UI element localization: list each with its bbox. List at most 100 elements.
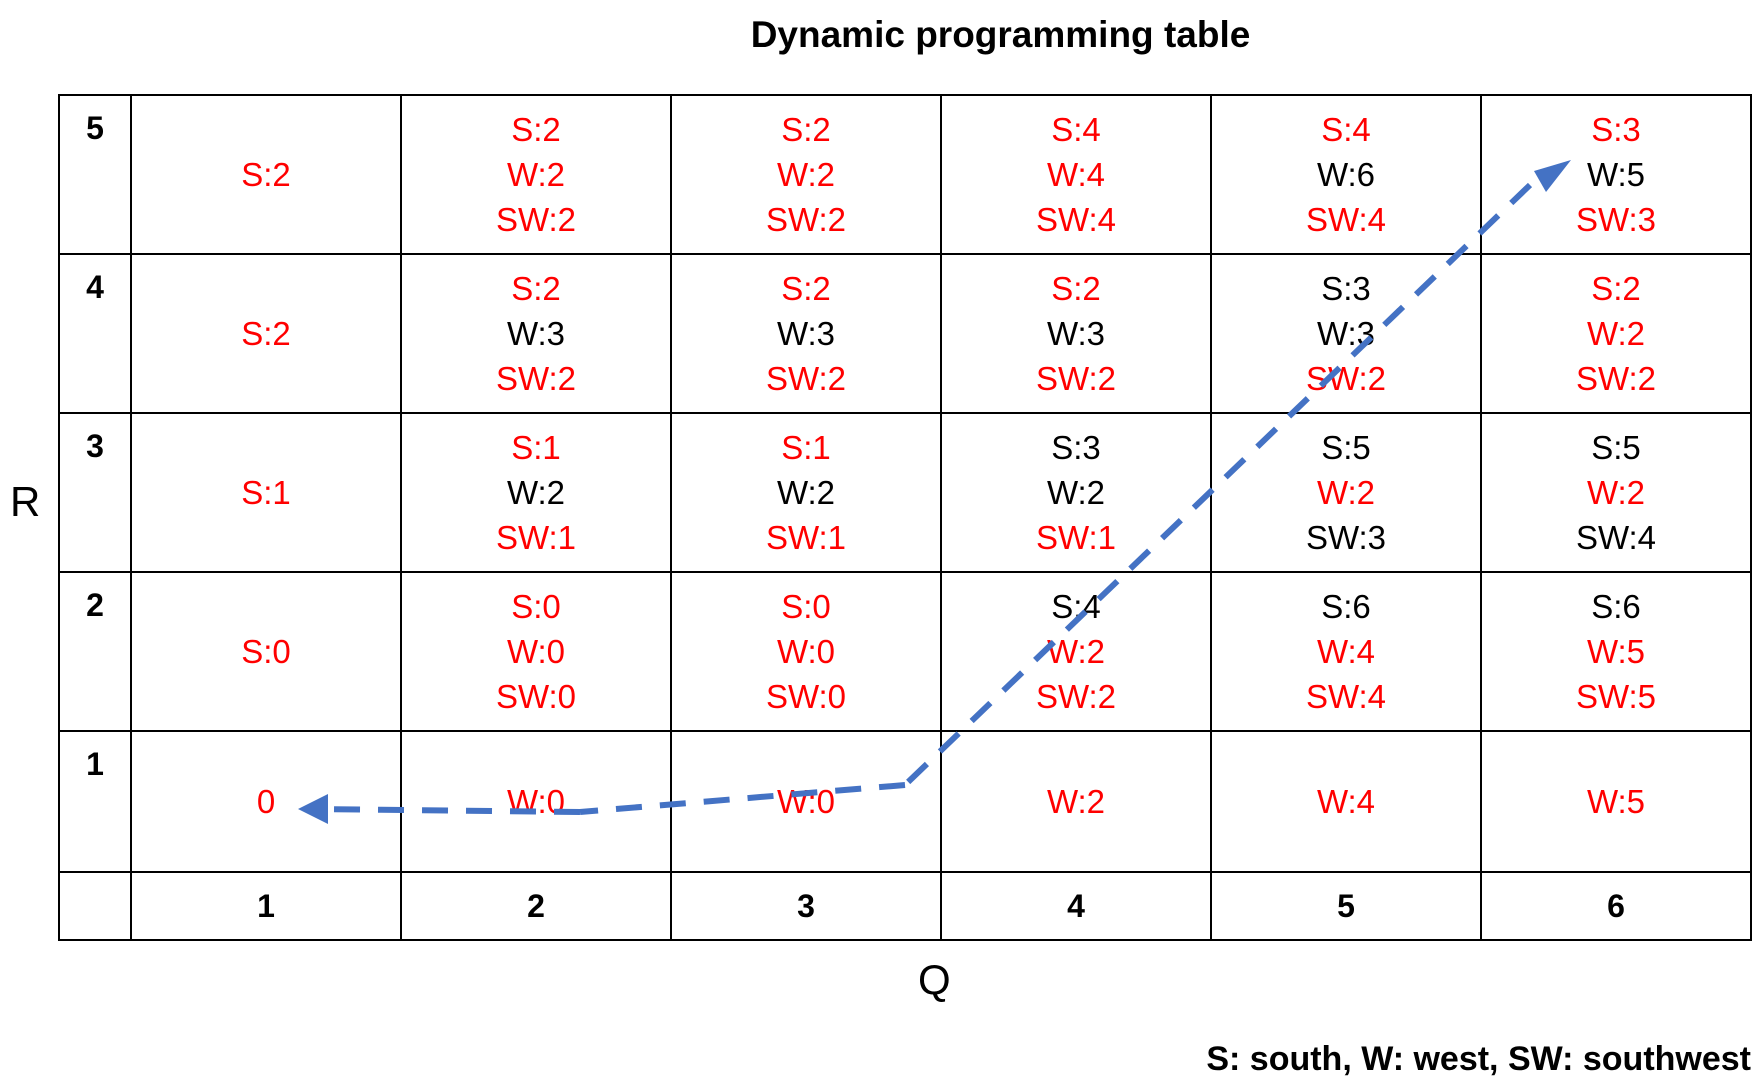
table-cell: S:1 W:2 SW:1: [400, 412, 672, 573]
cell-value: W:5: [1586, 633, 1646, 670]
cell-value: SW:0: [765, 678, 847, 715]
cell-value: W:3: [506, 315, 566, 352]
table-cell: S:2: [130, 94, 402, 255]
table-row: 1 0 W:0 W:0 W:2 W:4 W:5: [58, 730, 1752, 873]
cell-value: W:2: [776, 474, 836, 511]
cell-value: SW:1: [1035, 519, 1117, 556]
table-cell: S:2 W:2 SW:2: [400, 94, 672, 255]
cell-value: S:1: [511, 429, 561, 466]
table-cell: W:0: [400, 730, 672, 873]
cell-value: SW:1: [495, 519, 577, 556]
cell-value: S:2: [1051, 270, 1101, 307]
table-cell: 0: [130, 730, 402, 873]
x-axis-label: Q: [918, 956, 951, 1003]
cell-value: W:2: [1316, 474, 1376, 511]
row-header: 2: [58, 571, 132, 732]
table-cell: W:2: [940, 730, 1212, 873]
cell-value: S:6: [1321, 588, 1371, 625]
cell-value: W:2: [1046, 633, 1106, 670]
cell-value: S:1: [241, 474, 291, 511]
table-cell: S:6 W:4 SW:4: [1210, 571, 1482, 732]
column-header: 2: [400, 871, 672, 941]
table-cell: W:0: [670, 730, 942, 873]
table-cell: S:2 W:3 SW:2: [670, 253, 942, 414]
corner-cell: [58, 871, 132, 941]
cell-value: S:2: [1591, 270, 1641, 307]
row-header: 3: [58, 412, 132, 573]
dp-table: 5 S:2 S:2 W:2 SW:2 S:2 W:2 SW:2 S:4 W:4 SW:4 S:4 W:6…: [58, 94, 1752, 941]
table-cell: S:0 W:0 SW:0: [400, 571, 672, 732]
cell-value: S:2: [241, 156, 291, 193]
row-header: 5: [58, 94, 132, 255]
table-cell: S:6 W:5 SW:5: [1480, 571, 1752, 732]
cell-value: S:0: [241, 633, 291, 670]
cell-value: SW:0: [495, 678, 577, 715]
cell-value: SW:5: [1575, 678, 1657, 715]
cell-value: W:2: [1586, 474, 1646, 511]
table-row: 3 S:1 S:1 W:2 SW:1 S:1 W:2 SW:1 S:3 W:2 SW:1 S:5 W:2…: [58, 412, 1752, 573]
table-cell: S:3 W:2 SW:1: [940, 412, 1212, 573]
cell-value: S:4: [1051, 111, 1101, 148]
cell-value: W:0: [506, 783, 566, 820]
cell-value: SW:4: [1035, 201, 1117, 238]
cell-value: SW:4: [1575, 519, 1657, 556]
cell-value: W:2: [1046, 474, 1106, 511]
cell-value: S:3: [1591, 111, 1641, 148]
cell-value: S:5: [1591, 429, 1641, 466]
cell-value: SW:2: [1035, 678, 1117, 715]
cell-value: S:3: [1321, 270, 1371, 307]
row-header: 1: [58, 730, 132, 873]
table-cell: S:3 W:3 SW:2: [1210, 253, 1482, 414]
cell-value: W:2: [1046, 783, 1106, 820]
cell-value: S:4: [1321, 111, 1371, 148]
cell-value: 0: [256, 783, 276, 820]
table-cell: S:3 W:5 SW:3: [1480, 94, 1752, 255]
table-cell: S:5 W:2 SW:4: [1480, 412, 1752, 573]
cell-value: W:4: [1046, 156, 1106, 193]
cell-value: S:1: [781, 429, 831, 466]
cell-value: W:5: [1586, 156, 1646, 193]
cell-value: SW:2: [765, 201, 847, 238]
cell-value: S:2: [781, 270, 831, 307]
cell-value: SW:1: [765, 519, 847, 556]
cell-value: W:4: [1316, 633, 1376, 670]
table-cell: W:5: [1480, 730, 1752, 873]
table-cell: S:4 W:2 SW:2: [940, 571, 1212, 732]
cell-value: W:4: [1316, 783, 1376, 820]
cell-value: S:2: [511, 111, 561, 148]
cell-value: SW:2: [495, 201, 577, 238]
table-cell: S:2: [130, 253, 402, 414]
table-cell: S:4 W:6 SW:4: [1210, 94, 1482, 255]
row-header: 4: [58, 253, 132, 414]
cell-value: SW:4: [1305, 678, 1387, 715]
table-cell: S:2 W:2 SW:2: [1480, 253, 1752, 414]
cell-value: W:2: [776, 156, 836, 193]
table-row: 5 S:2 S:2 W:2 SW:2 S:2 W:2 SW:2 S:4 W:4 SW:4 S:4 W:6…: [58, 94, 1752, 255]
cell-value: SW:4: [1305, 201, 1387, 238]
table-cell: S:4 W:4 SW:4: [940, 94, 1212, 255]
cell-value: SW:3: [1305, 519, 1387, 556]
column-header: 5: [1210, 871, 1482, 941]
cell-value: SW:2: [1035, 360, 1117, 397]
cell-value: S:2: [781, 111, 831, 148]
column-header: 6: [1480, 871, 1752, 941]
cell-value: W:0: [506, 633, 566, 670]
cell-value: S:2: [241, 315, 291, 352]
cell-value: SW:3: [1575, 201, 1657, 238]
cell-value: W:3: [1046, 315, 1106, 352]
cell-value: W:2: [1586, 315, 1646, 352]
cell-value: W:5: [1586, 783, 1646, 820]
cell-value: S:4: [1051, 588, 1101, 625]
table-cell: S:1: [130, 412, 402, 573]
table-cell: S:0 W:0 SW:0: [670, 571, 942, 732]
cell-value: W:2: [506, 474, 566, 511]
cell-value: SW:2: [1305, 360, 1387, 397]
cell-value: S:3: [1051, 429, 1101, 466]
column-header: 3: [670, 871, 942, 941]
cell-value: SW:2: [495, 360, 577, 397]
column-header: 4: [940, 871, 1212, 941]
table-row: 2 S:0 S:0 W:0 SW:0 S:0 W:0 SW:0 S:4 W:2 SW:2 S:6 W:4…: [58, 571, 1752, 732]
cell-value: SW:2: [1575, 360, 1657, 397]
table-cell: S:5 W:2 SW:3: [1210, 412, 1482, 573]
table-cell: S:0: [130, 571, 402, 732]
